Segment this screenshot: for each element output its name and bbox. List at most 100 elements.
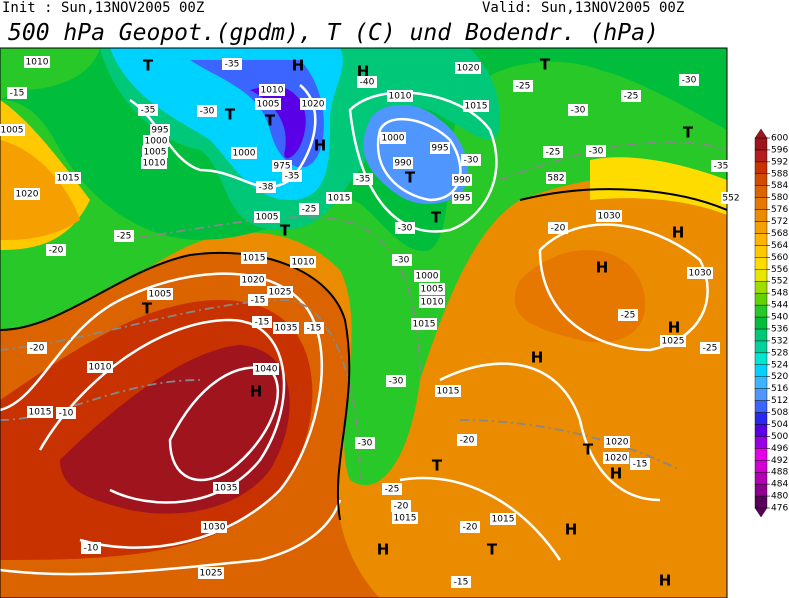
label-box <box>430 142 450 154</box>
label-box <box>259 84 285 96</box>
label-box <box>382 483 402 495</box>
colorbar-label: 592 <box>771 157 788 167</box>
colorbar-label: 552 <box>771 277 788 287</box>
colorbar-label: 520 <box>771 372 788 382</box>
colorbar-label: 508 <box>771 408 788 418</box>
label-box <box>282 170 302 182</box>
pressure-center: H <box>531 349 544 367</box>
contour-label: -20 <box>551 224 566 234</box>
pressure-center: H <box>610 465 623 483</box>
label-box <box>55 172 81 184</box>
contour-label: 1035 <box>275 324 298 334</box>
colorbar-label: 572 <box>771 217 788 227</box>
label-box <box>150 124 170 136</box>
label-box <box>391 500 411 512</box>
label-box <box>596 210 622 222</box>
label-box <box>357 76 377 88</box>
contour-label: -15 <box>251 296 266 306</box>
colorbar-segment <box>754 352 768 365</box>
label-box <box>0 124 25 136</box>
label-box <box>621 90 641 102</box>
pressure-center: H <box>596 259 609 277</box>
pressure-center: H <box>292 57 305 75</box>
colorbar-segment <box>754 304 768 318</box>
label-box <box>411 318 437 330</box>
contour-label: -25 <box>302 205 317 215</box>
map-field <box>0 48 727 598</box>
label-box <box>355 437 375 449</box>
contour-label: -20 <box>460 436 475 446</box>
label-box <box>452 192 472 204</box>
label-box <box>299 203 319 215</box>
contour-label: 1015 <box>243 254 266 264</box>
label-box <box>419 296 445 308</box>
contour-label: -30 <box>389 377 404 387</box>
contour-label: 1015 <box>437 387 460 397</box>
label-box <box>213 482 239 494</box>
label-box <box>380 132 406 144</box>
contour-label: 1020 <box>606 438 629 448</box>
contour-label: 1015 <box>413 320 436 330</box>
colorbar-label: 484 <box>771 480 788 490</box>
pressure-center: H <box>659 572 672 590</box>
contour-label: -25 <box>546 148 561 158</box>
label-box <box>231 147 257 159</box>
colorbar-segment <box>754 436 768 449</box>
pressure-center: H <box>672 224 685 242</box>
colorbar-label: 576 <box>771 205 788 215</box>
pressure-center: T <box>540 56 551 74</box>
colorbar-segment <box>754 424 768 437</box>
label-box <box>414 270 440 282</box>
colorbar-segment <box>754 448 768 461</box>
colorbar-cap <box>754 507 768 518</box>
label-box <box>267 286 293 298</box>
colorbar-segment <box>754 364 768 377</box>
colorbar-label: 600 <box>771 134 788 144</box>
colorbar-label: 540 <box>771 313 788 323</box>
pressure-center: T <box>431 209 442 227</box>
pressure-center: T <box>280 222 291 240</box>
colorbar-label: 544 <box>771 301 788 311</box>
contour-label: -25 <box>516 82 531 92</box>
contour-label: 1010 <box>389 92 412 102</box>
pressure-center: H <box>314 137 327 155</box>
contour-label: -30 <box>571 106 586 116</box>
contour-label: -15 <box>255 318 270 328</box>
pressure-center: H <box>250 383 263 401</box>
label-box <box>56 407 76 419</box>
colorbar-segment <box>754 149 768 163</box>
contour-label: 1030 <box>598 212 621 222</box>
colorbar-label: 584 <box>771 181 788 191</box>
label-box <box>252 316 272 328</box>
label-box <box>241 252 267 264</box>
contour-label: 1005 <box>421 285 444 295</box>
contour-label: 1015 <box>328 194 351 204</box>
contour-label: -35 <box>356 175 371 185</box>
label-box <box>198 567 224 579</box>
isotherms <box>0 141 727 481</box>
pressure-center: T <box>405 169 416 187</box>
label-box <box>248 294 268 306</box>
contour-label: 1015 <box>394 514 417 524</box>
map-title: 500 hPa Geopot.(gpdm), T (C) und Bodendr… <box>8 20 659 46</box>
isobars <box>0 84 709 576</box>
label-box <box>460 521 480 533</box>
label-box <box>568 104 588 116</box>
label-box <box>253 363 279 375</box>
contour-label: 1010 <box>261 86 284 96</box>
colorbar-segment <box>754 340 768 354</box>
colorbar-segment <box>754 209 768 222</box>
colorbar-label: 492 <box>771 456 788 466</box>
label-box <box>81 542 101 554</box>
colorbar-label: 568 <box>771 229 788 239</box>
colorbar-segment <box>754 269 768 282</box>
label-box <box>141 157 167 169</box>
colorbar-segment <box>754 233 768 246</box>
contour-label: 1025 <box>269 288 292 298</box>
colorbar-segment <box>754 245 768 258</box>
contour-label: 1010 <box>26 58 49 68</box>
contour-label: 1015 <box>29 408 52 418</box>
valid-time: Valid: Sun,13NOV2005 00Z <box>482 0 684 16</box>
label-box <box>147 288 173 300</box>
colorbar-segment <box>754 197 768 210</box>
